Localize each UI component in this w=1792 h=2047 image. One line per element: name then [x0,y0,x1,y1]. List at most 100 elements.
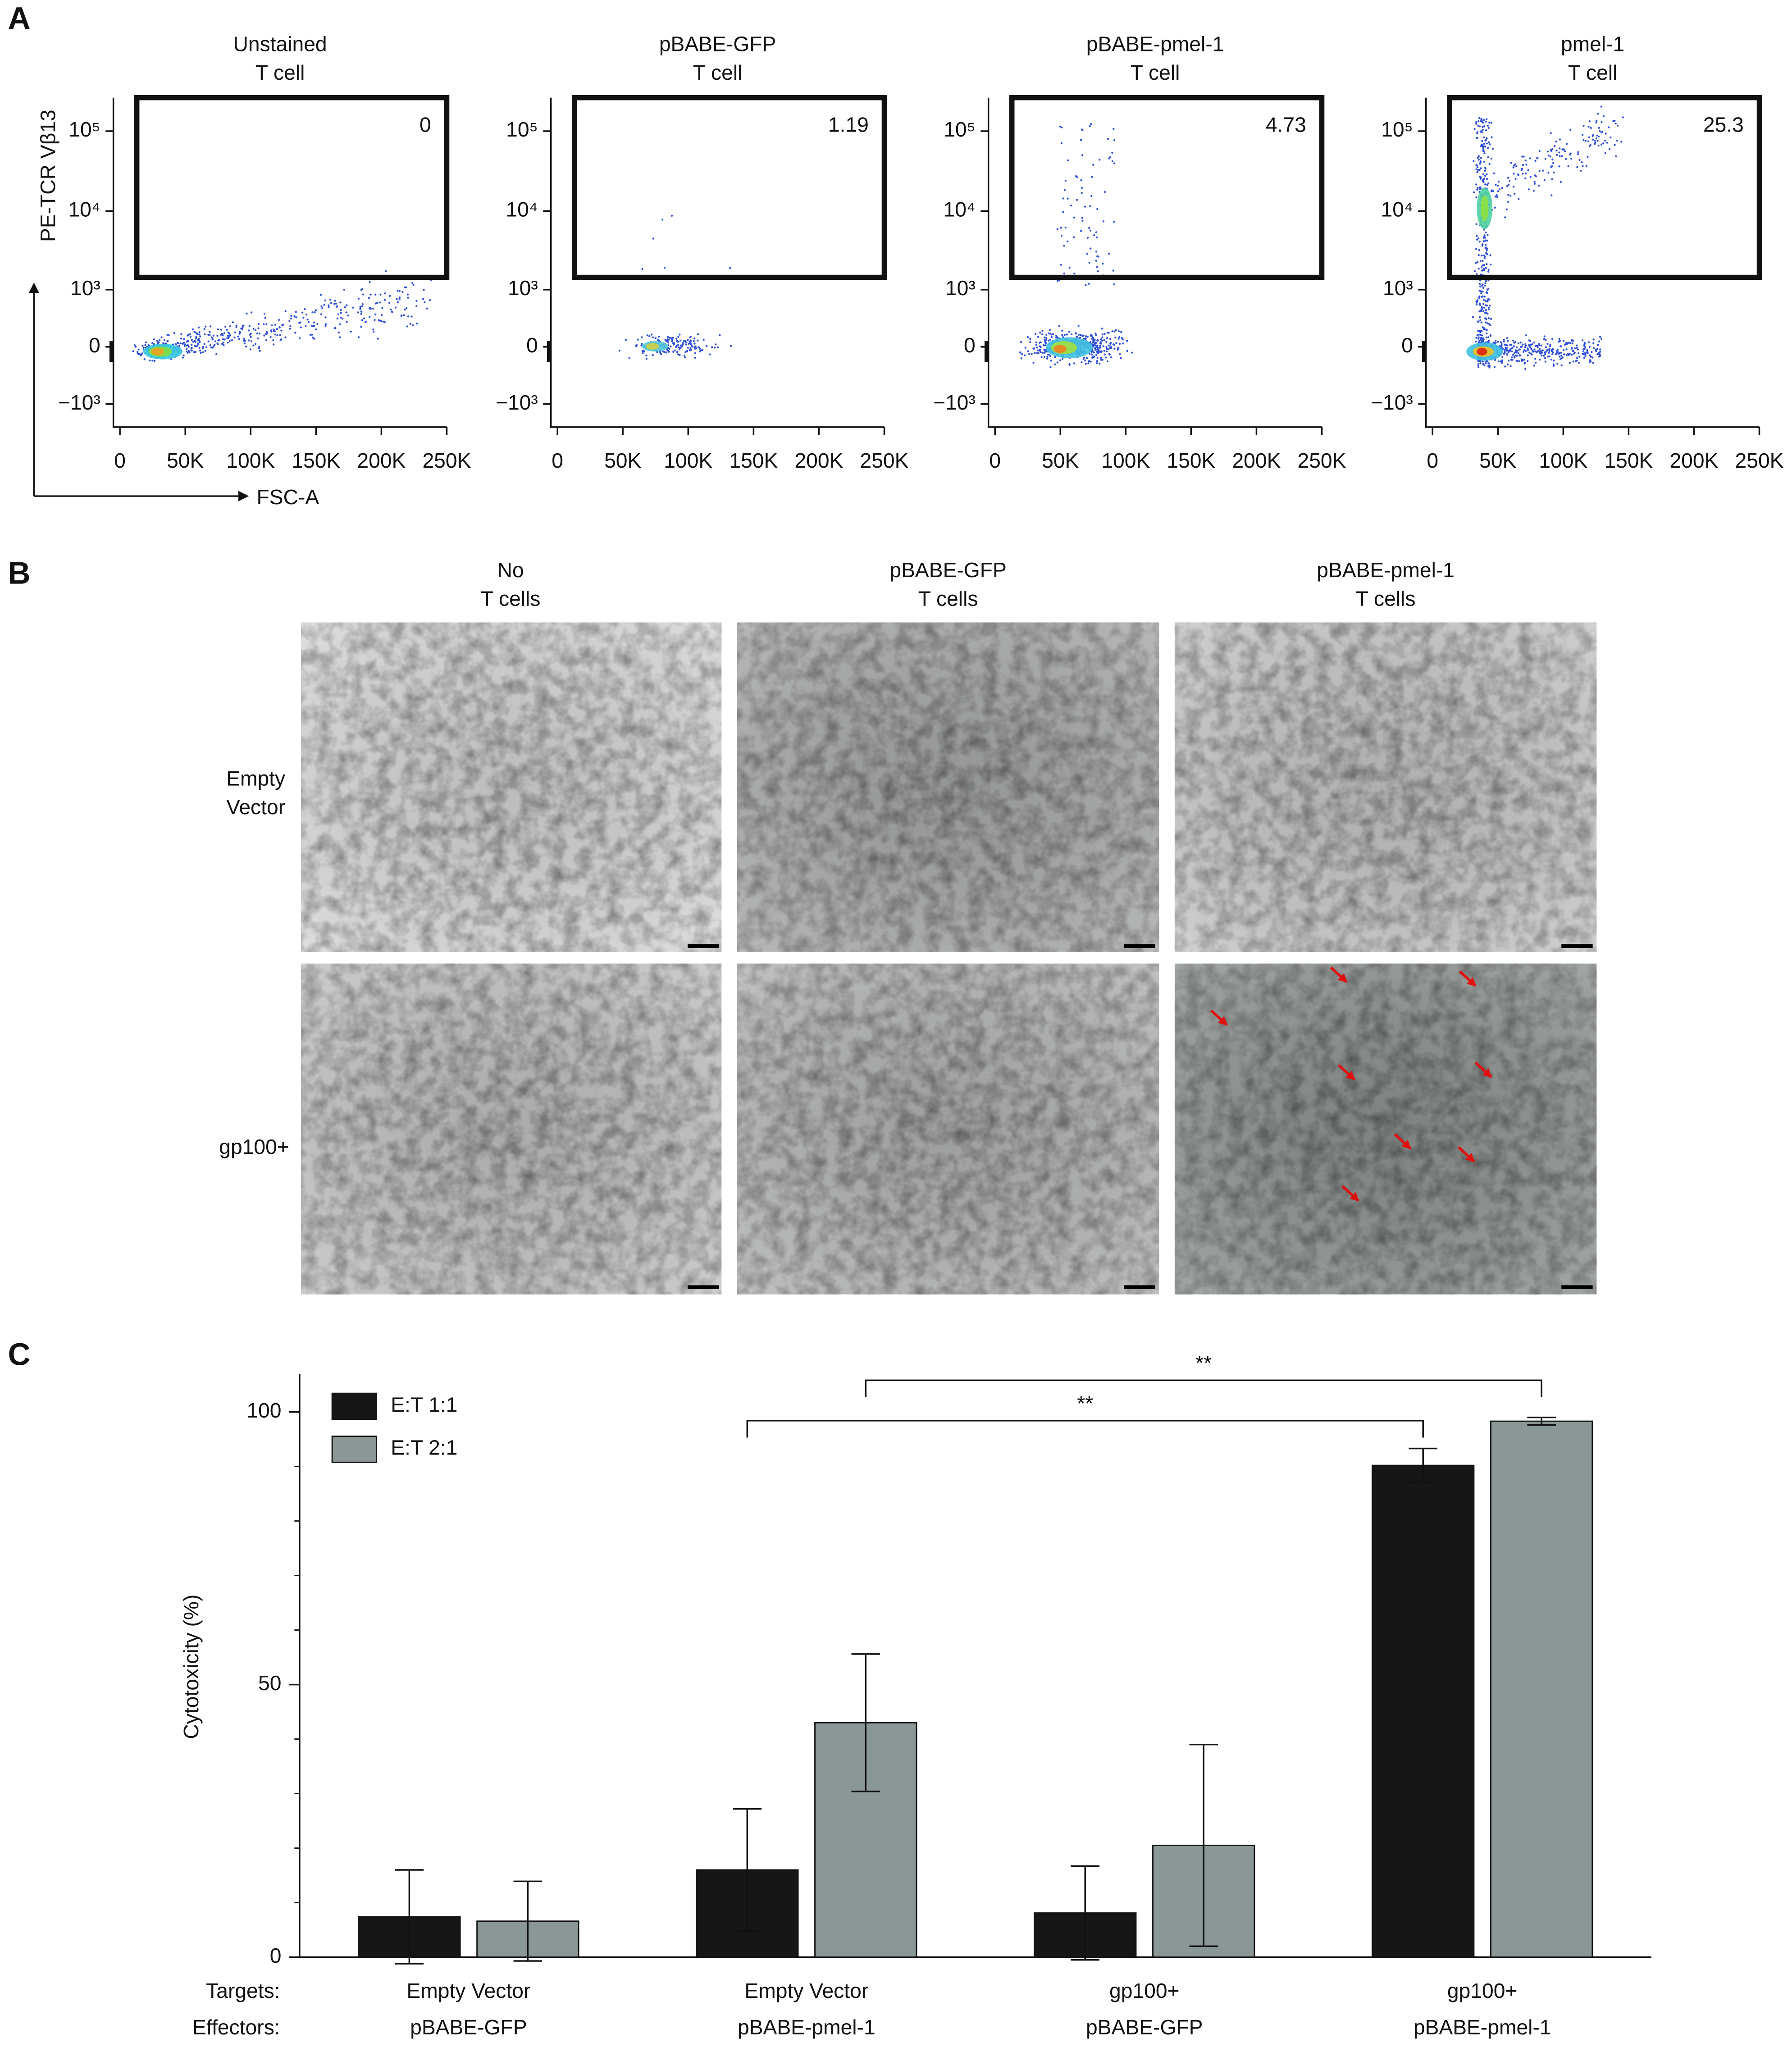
event-dot [1506,337,1509,339]
event-dot [652,336,654,338]
event-dot [1555,154,1558,156]
event-dot [1505,208,1508,210]
event-dot [1091,176,1093,178]
red-arrow [1330,967,1348,983]
event-dot [676,351,679,353]
event-dot [1581,339,1584,342]
event-dot [1486,184,1489,186]
event-dot [312,325,314,328]
event-dot [1062,197,1065,200]
event-dot [1037,352,1040,355]
micrograph-shade [1174,622,1597,952]
event-dot [1047,339,1050,342]
gate-percent: 0 [420,113,431,137]
event-dot [1081,217,1084,219]
event-dot [1491,136,1493,138]
event-dot [1523,155,1525,158]
event-dot [1598,356,1600,358]
column-title: pBABE-pmel-1 [1317,558,1455,582]
event-dot [1481,254,1483,257]
event-dot [1515,360,1518,362]
event-dot [1500,341,1502,343]
event-dot [1547,172,1550,174]
event-dot [166,340,169,342]
event-dot [1527,354,1529,356]
event-dot [1512,354,1514,356]
row-label: Empty [226,766,286,790]
event-dot [252,328,255,330]
event-dot [181,342,184,345]
event-dot [1485,362,1487,365]
error-bar [1409,1447,1437,1483]
event-dot [324,299,326,301]
y-tick-label: −10³ [933,391,976,414]
event-dot [264,317,266,319]
gate-percent: 25.3 [1703,113,1744,137]
event-dot [1482,287,1484,289]
y-tick-label: 0 [270,1944,282,1967]
red-arrow [1394,1133,1412,1150]
event-dot [415,300,418,302]
event-dot [1501,360,1504,362]
x-tick-label: 100K [1539,449,1587,472]
event-dot [1599,348,1601,351]
event-dot [426,307,428,310]
event-dot [1092,164,1094,166]
event-dot [1067,197,1069,200]
event-dot [404,286,406,288]
event-dot [1610,136,1612,139]
event-dot [1493,366,1496,368]
event-dot [1477,320,1480,323]
event-dot [379,301,381,304]
event-dot [1106,360,1109,363]
event-dot [1088,283,1090,285]
event-dot [689,349,691,351]
event-dot [216,334,219,337]
event-dot [1477,156,1479,159]
event-dot [1564,342,1567,345]
event-dot [1479,186,1481,188]
event-dot [1494,206,1496,209]
event-dot [1487,298,1489,301]
event-dot [210,336,213,339]
event-dot [1478,316,1481,318]
event-dot [1120,331,1122,333]
event-dot [1046,357,1048,360]
event-dot [1569,353,1571,355]
event-dot [1485,304,1487,306]
y-tick-label: 100 [246,1399,281,1422]
event-dot [1073,362,1076,365]
scale-bar [1561,944,1593,948]
event-dot [162,342,164,344]
event-dot [1043,348,1045,351]
event-dot [183,345,186,347]
event-dot [257,327,260,329]
event-dot [1056,336,1058,338]
event-dot [243,338,246,340]
event-dot [196,333,199,336]
legend-swatch [331,1436,377,1463]
event-dot [1551,338,1554,340]
event-dot [1608,148,1611,150]
event-dot [672,337,674,339]
event-dot [1486,124,1489,127]
event-dot [1573,347,1576,350]
event-dot [699,350,701,353]
event-dot [1553,365,1555,367]
event-dot [1545,346,1547,348]
event-dot [1020,341,1022,343]
event-dot [1060,234,1063,237]
event-dot [1599,351,1601,353]
event-dot [1530,348,1532,350]
event-dot [237,335,239,338]
event-dot [314,311,316,314]
event-dot [1506,344,1509,346]
event-dot [1591,138,1594,141]
event-dot [361,305,363,307]
gate-percent: 4.73 [1266,113,1306,137]
event-dot [209,325,212,328]
event-dot [1486,137,1488,139]
event-dot [1094,333,1097,335]
event-dot [232,321,234,324]
event-dot [1106,350,1108,352]
